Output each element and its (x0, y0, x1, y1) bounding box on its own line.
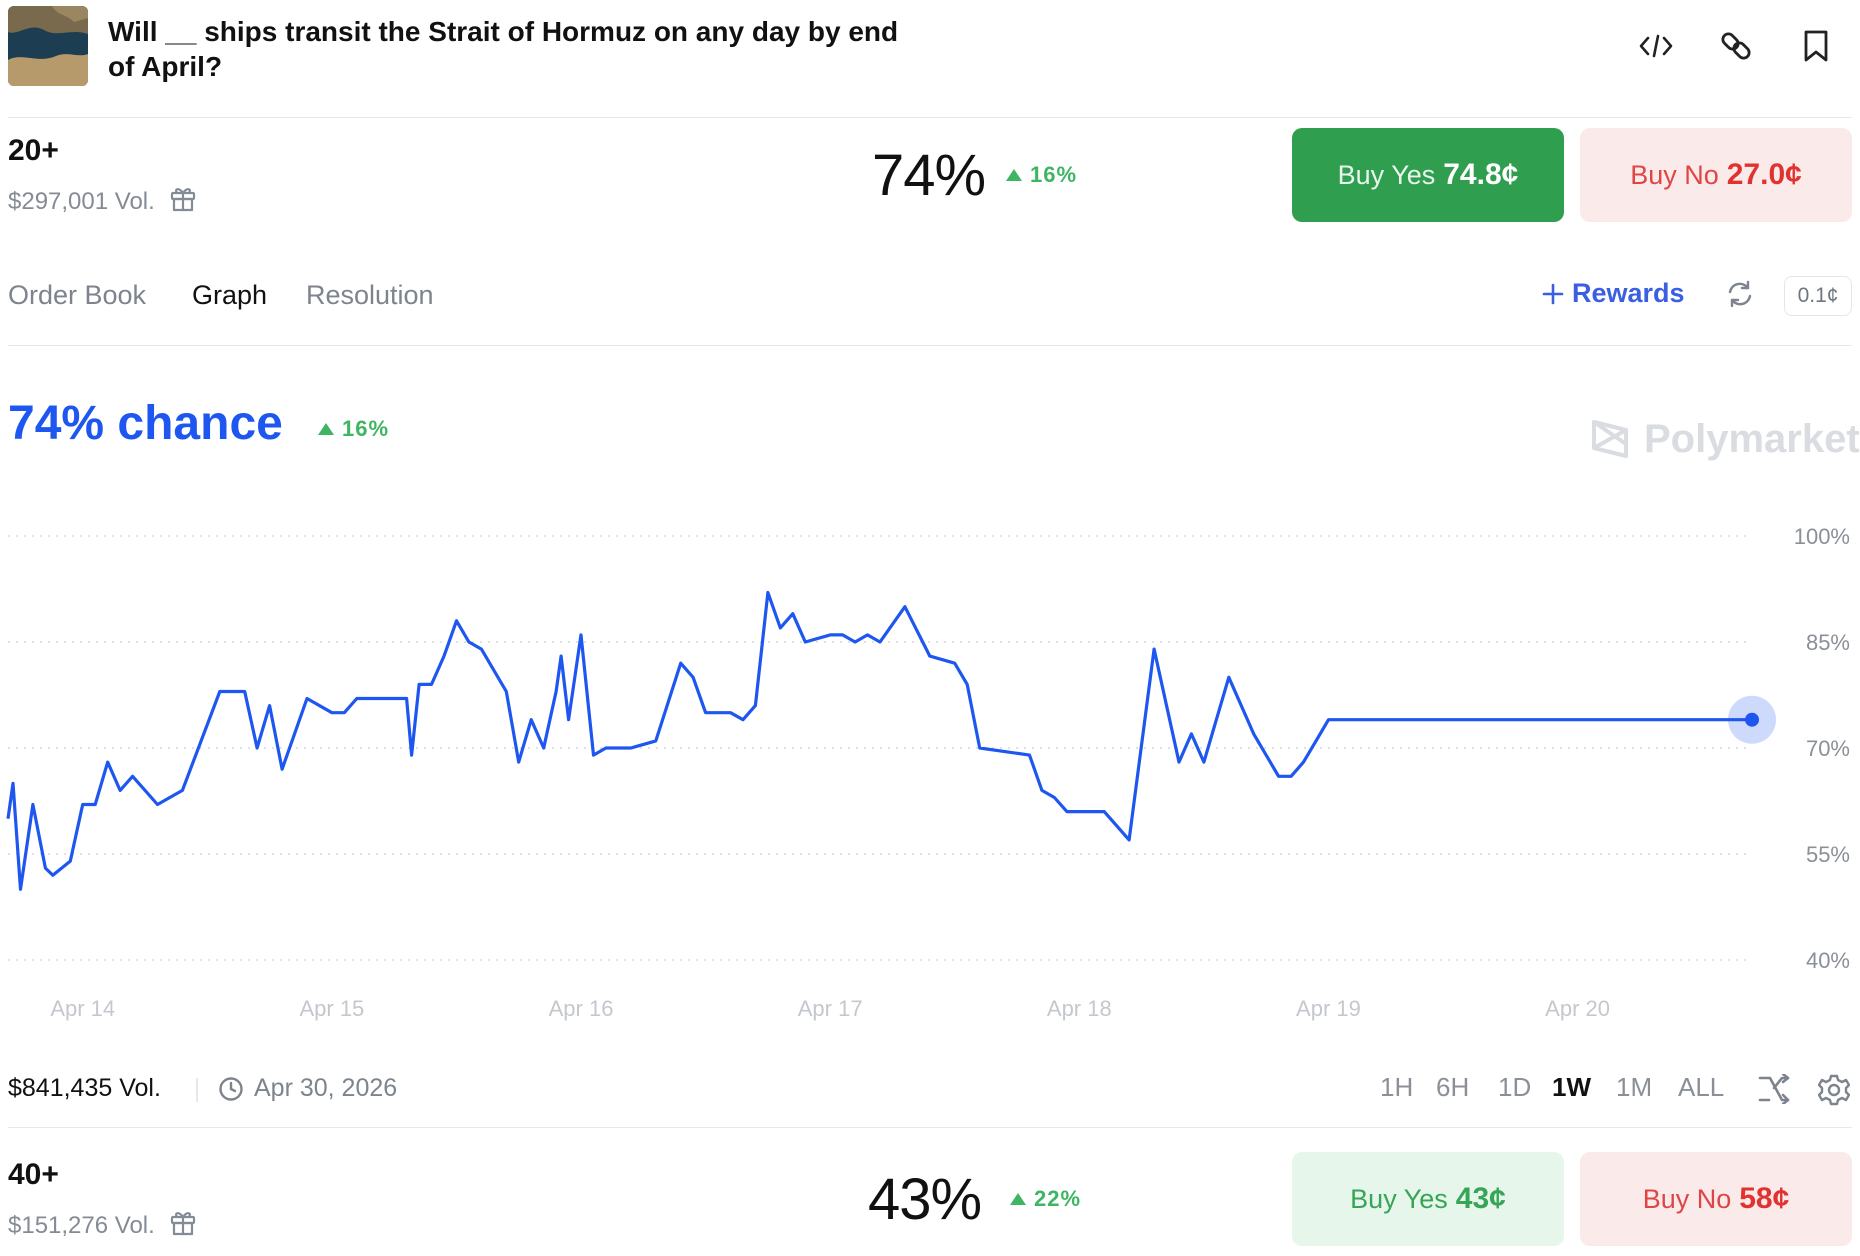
outcome-volume: $297,001 Vol. (8, 184, 197, 219)
polymarket-logo: Polymarket (1590, 416, 1860, 462)
link-icon[interactable] (1714, 24, 1758, 68)
x-tick-label: Apr 15 (299, 996, 364, 1021)
gift-icon[interactable] (169, 1208, 197, 1243)
current-point (1745, 712, 1759, 727)
tab-order-book[interactable]: Order Book (8, 280, 147, 310)
end-date-text: Apr 30, 2026 (254, 1074, 398, 1102)
change-value: 16% (342, 416, 390, 441)
outcome-name: 40+ (8, 1158, 59, 1191)
chance-headline: 74% chance (8, 397, 283, 450)
separator (196, 1078, 198, 1102)
divider (8, 1127, 1852, 1128)
y-tick-label: 55% (1806, 842, 1850, 867)
up-triangle-icon (1006, 169, 1022, 181)
brand-name: Polymarket (1644, 416, 1860, 461)
divider (8, 117, 1852, 118)
outcome-percent: 74% (872, 143, 986, 208)
market-title: Will __ ships transit the Strait of Horm… (108, 16, 899, 82)
x-tick-label: Apr 20 (1545, 996, 1610, 1021)
buy-yes-label: Buy Yes (1350, 1183, 1448, 1214)
clock-icon (219, 1076, 243, 1101)
buy-no-button[interactable]: Buy No 27.0¢ (1580, 128, 1852, 222)
up-triangle-icon (318, 423, 334, 435)
range-1d[interactable]: 1D (1498, 1072, 1532, 1102)
range-1m[interactable]: 1M (1616, 1072, 1653, 1102)
buy-yes-button[interactable]: Buy Yes 43¢ (1292, 1152, 1564, 1246)
tick-size-badge[interactable]: 0.1¢ (1784, 276, 1852, 316)
rewards-label: Rewards (1572, 278, 1685, 308)
polymarket-icon (1592, 420, 1628, 458)
volume-text: $151,276 Vol. (8, 1211, 155, 1239)
range-all[interactable]: ALL (1678, 1072, 1725, 1102)
embed-code-icon[interactable] (1634, 24, 1678, 68)
x-tick-label: Apr 18 (1047, 996, 1112, 1021)
x-tick-label: Apr 14 (50, 996, 115, 1021)
volume-text: $297,001 Vol. (8, 187, 155, 215)
shuffle-icon[interactable] (1758, 1072, 1790, 1109)
refresh-icon[interactable] (1726, 280, 1754, 313)
outcome-percent: 43% (868, 1167, 982, 1232)
tab-graph[interactable]: Graph (192, 280, 268, 310)
chance-change: 16% (318, 416, 389, 442)
tab-resolution[interactable]: Resolution (306, 280, 434, 310)
y-tick-label: 85% (1806, 630, 1850, 655)
buy-yes-button[interactable]: Buy Yes 74.8¢ (1292, 128, 1564, 222)
plus-icon (1542, 283, 1564, 304)
buy-yes-price: 43¢ (1455, 1182, 1506, 1215)
price-chart[interactable]: 100% 85% 70% 55% 40% Apr 14 Apr 15 Apr 16 Apr 17… (0, 500, 1860, 1040)
change-value: 22% (1034, 1186, 1082, 1211)
buy-no-price: 58¢ (1739, 1182, 1790, 1215)
range-6h[interactable]: 6H (1436, 1072, 1470, 1102)
x-tick-label: Apr 19 (1296, 996, 1361, 1021)
x-tick-label: Apr 16 (549, 996, 614, 1021)
percent-change: 22% (1010, 1186, 1081, 1212)
rewards-button[interactable]: Rewards (1542, 278, 1685, 309)
settings-gear-icon[interactable] (1817, 1074, 1851, 1111)
percent-change: 16% (1006, 162, 1077, 188)
up-triangle-icon (1010, 1193, 1026, 1205)
gift-icon[interactable] (169, 184, 197, 219)
range-1w[interactable]: 1W (1552, 1072, 1591, 1102)
market-thumbnail (8, 6, 88, 86)
series-line (6, 590, 1752, 891)
change-value: 16% (1030, 162, 1078, 187)
y-tick-label: 100% (1794, 524, 1850, 549)
buy-no-label: Buy No (1642, 1183, 1732, 1214)
range-1h[interactable]: 1H (1380, 1072, 1414, 1102)
divider (8, 345, 1852, 346)
end-date: Apr 30, 2026 (218, 1074, 397, 1103)
x-tick-label: Apr 17 (798, 996, 863, 1021)
buy-no-button[interactable]: Buy No 58¢ (1580, 1152, 1852, 1246)
buy-no-label: Buy No (1630, 159, 1719, 190)
buy-yes-label: Buy Yes (1337, 159, 1436, 190)
total-volume: $841,435 Vol. (8, 1074, 161, 1102)
bookmark-icon[interactable] (1794, 24, 1838, 68)
outcome-name: 20+ (8, 134, 59, 167)
buy-yes-price: 74.8¢ (1443, 158, 1519, 191)
y-tick-label: 70% (1806, 736, 1850, 761)
y-tick-label: 40% (1806, 948, 1850, 973)
outcome-volume: $151,276 Vol. (8, 1208, 197, 1243)
buy-no-price: 27.0¢ (1726, 158, 1802, 191)
